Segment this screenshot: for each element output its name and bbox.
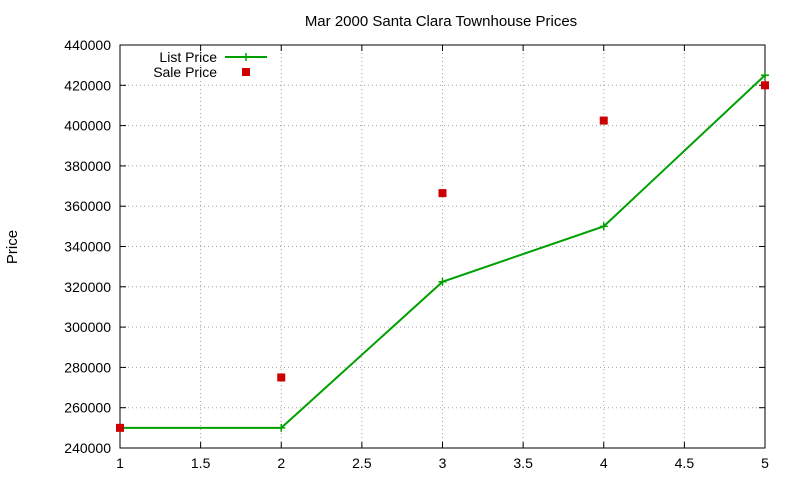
- y-tick-label: 420000: [64, 77, 111, 93]
- series-line: [120, 74, 766, 429]
- x-tick-label: 3.5: [513, 455, 533, 471]
- y-tick-label: 300000: [64, 319, 111, 335]
- x-tick-label: 1: [116, 455, 124, 471]
- x-tick-label: 4: [600, 455, 608, 471]
- data-point: [438, 277, 447, 286]
- chart-title: Mar 2000 Santa Clara Townhouse Prices: [305, 13, 577, 30]
- grid: [120, 45, 765, 448]
- series-0: [116, 71, 769, 432]
- data-point: [116, 423, 124, 432]
- legend-label: Sale Price: [153, 64, 217, 80]
- data-point: [599, 116, 608, 125]
- y-tick-label: 380000: [64, 158, 111, 174]
- legend-entry: List Price: [159, 49, 267, 65]
- y-axis-label: Price: [4, 230, 21, 264]
- y-tick-label: 360000: [64, 198, 111, 214]
- data-point: [761, 81, 769, 90]
- series-1: [116, 81, 769, 432]
- legend-label: List Price: [159, 49, 217, 65]
- legend-entry: Sale Price: [153, 64, 250, 80]
- y-tick-label: 280000: [64, 359, 111, 375]
- data-point: [277, 373, 286, 382]
- y-tick-label: 260000: [64, 400, 111, 416]
- y-tick-label: 340000: [64, 239, 111, 255]
- y-tick-label: 240000: [64, 440, 111, 456]
- x-tick-label: 5: [761, 455, 769, 471]
- y-tick-label: 320000: [64, 279, 111, 295]
- data-point: [277, 423, 286, 432]
- x-tick-label: 3: [439, 455, 447, 471]
- x-tick-label: 2.5: [352, 455, 372, 471]
- legend-marker: [242, 68, 250, 76]
- x-tick-label: 1.5: [191, 455, 211, 471]
- x-tick-label: 2: [277, 455, 285, 471]
- data-point: [438, 189, 447, 198]
- y-tick-label: 400000: [64, 118, 111, 134]
- y-tick-label: 440000: [64, 37, 111, 53]
- series: [116, 71, 769, 432]
- axis-ticks: 1 1.5 2 2.5 3 3.5 4 4.5 5 240000 260000 280000 30000…: [64, 37, 769, 471]
- x-tick-label: 4.5: [675, 455, 695, 471]
- legend-marker: [242, 53, 250, 61]
- data-point: [599, 222, 608, 231]
- data-point: [761, 71, 769, 80]
